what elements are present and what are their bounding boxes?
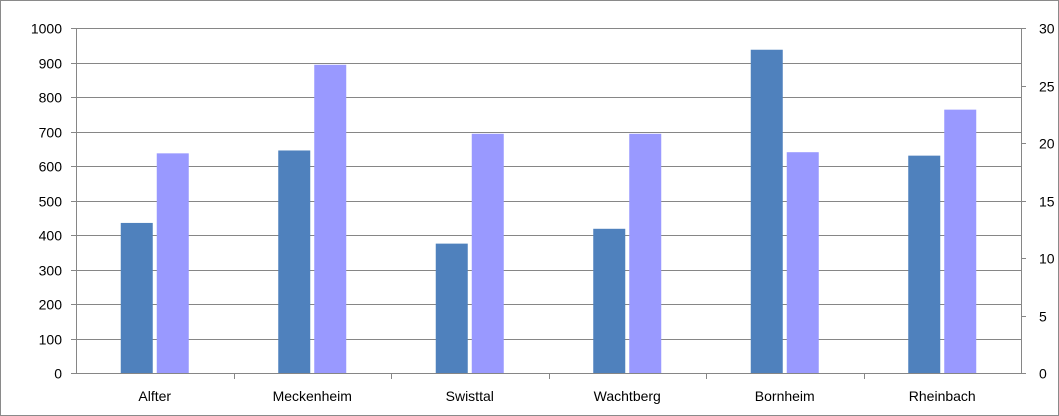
bar-series2-rheinbach — [944, 109, 977, 374]
right-tick-label-10: 10 — [1039, 251, 1055, 267]
tick-labels: 0 100 200 300 400 500 600 700 800 900 1000 0 5 10 15 20… — [31, 21, 1055, 405]
right-tick-label-15: 15 — [1039, 194, 1055, 210]
left-tick-label-200: 200 — [39, 297, 63, 313]
bar-series1-alfter — [120, 222, 153, 373]
bar-series1-bornheim — [750, 49, 783, 374]
left-tick-label-300: 300 — [39, 263, 63, 279]
category-label-swisttal: Swisttal — [446, 388, 494, 404]
axes — [71, 28, 1026, 379]
category-label-bornheim: Bornheim — [755, 388, 815, 404]
left-tick-label-100: 100 — [39, 332, 63, 348]
category-label-wachtberg: Wachtberg — [594, 388, 661, 404]
left-tick-label-1000: 1000 — [31, 21, 62, 37]
category-label-alfter: Alfter — [138, 388, 171, 404]
bar-series2-meckenheim — [314, 64, 347, 374]
category-label-meckenheim: Meckenheim — [273, 388, 352, 404]
gridlines — [76, 28, 1021, 340]
left-tick-label-900: 900 — [39, 56, 63, 72]
left-tick-label-600: 600 — [39, 159, 63, 175]
right-tick-label-20: 20 — [1039, 136, 1055, 152]
right-tick-label-25: 25 — [1039, 79, 1055, 95]
bar-series2-alfter — [156, 153, 189, 373]
left-tick-label-400: 400 — [39, 228, 63, 244]
bar-series2-bornheim — [786, 152, 819, 373]
bar-series2-wachtberg — [629, 133, 662, 373]
bar-series1-rheinbach — [908, 155, 941, 373]
bar-series1-wachtberg — [593, 228, 626, 373]
right-tick-label-30: 30 — [1039, 21, 1055, 37]
bars — [120, 49, 977, 374]
right-tick-label-5: 5 — [1039, 309, 1047, 325]
bar-series1-meckenheim — [278, 150, 311, 373]
left-tick-label-500: 500 — [39, 194, 63, 210]
category-label-rheinbach: Rheinbach — [909, 388, 976, 404]
left-tick-label-0: 0 — [54, 366, 62, 382]
left-tick-label-800: 800 — [39, 90, 63, 106]
bar-series1-swisttal — [435, 243, 468, 373]
bar-series2-swisttal — [471, 133, 504, 373]
right-tick-label-0: 0 — [1039, 366, 1047, 382]
left-tick-label-700: 700 — [39, 125, 63, 141]
